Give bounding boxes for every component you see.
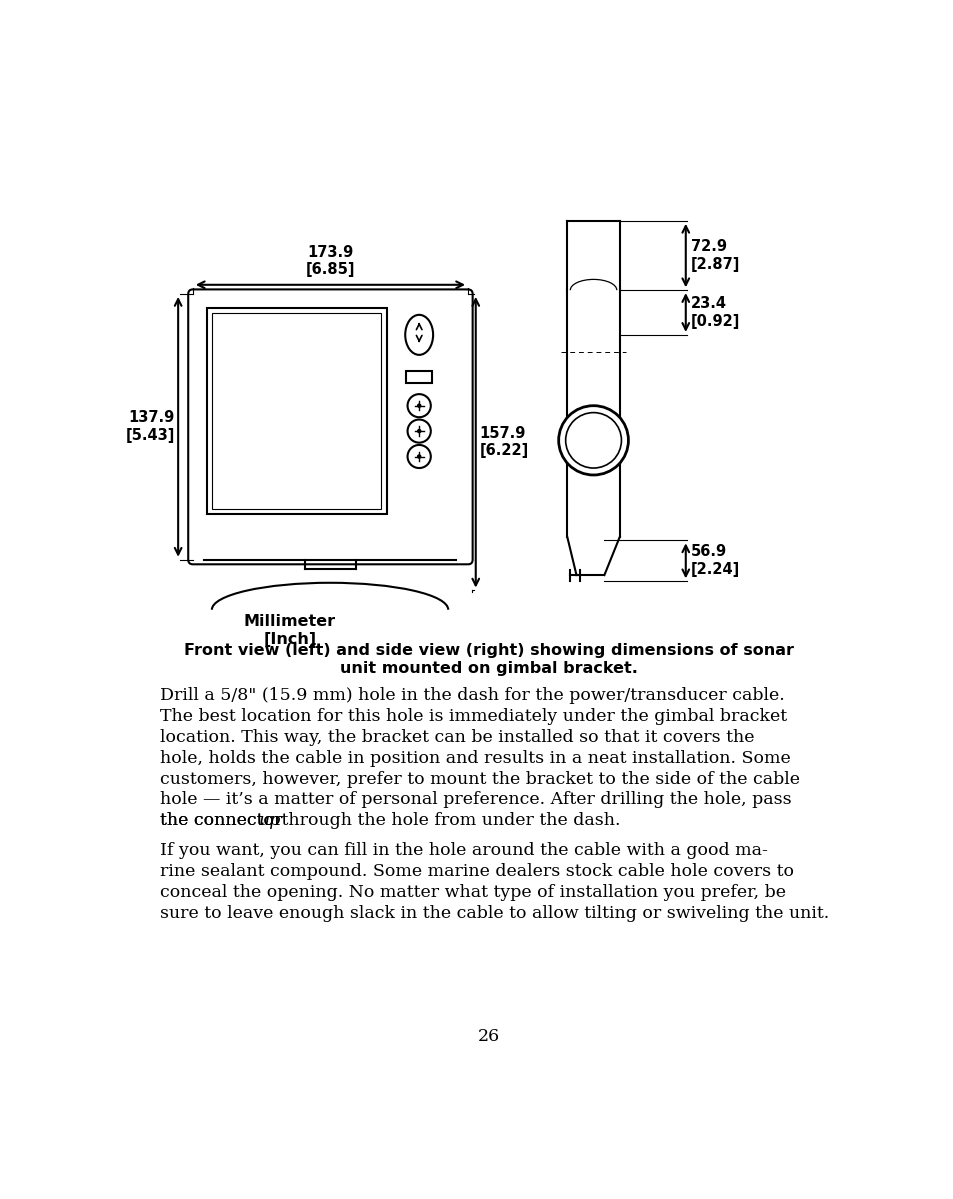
- Circle shape: [417, 429, 420, 433]
- Circle shape: [407, 445, 431, 468]
- Text: up: up: [258, 812, 281, 830]
- Bar: [212, 313, 381, 508]
- Text: 157.9
[6.22]: 157.9 [6.22]: [479, 426, 528, 458]
- Text: conceal the opening. No matter what type of installation you prefer, be: conceal the opening. No matter what type…: [159, 884, 784, 900]
- Text: hole — it’s a matter of personal preference. After drilling the hole, pass: hole — it’s a matter of personal prefere…: [159, 791, 790, 808]
- Text: Front view (left) and side view (right) showing dimensions of sonar: Front view (left) and side view (right) …: [184, 643, 793, 658]
- Text: 173.9
[6.85]: 173.9 [6.85]: [305, 245, 355, 277]
- Text: through the hole from under the dash.: through the hole from under the dash.: [275, 812, 619, 830]
- Circle shape: [565, 412, 620, 468]
- Text: If you want, you can fill in the hole around the cable with a good ma-: If you want, you can fill in the hole ar…: [159, 842, 766, 860]
- Text: 56.9
[2.24]: 56.9 [2.24]: [691, 544, 740, 577]
- Text: unit mounted on gimbal bracket.: unit mounted on gimbal bracket.: [339, 662, 638, 676]
- Text: rine sealant compound. Some marine dealers stock cable hole covers to: rine sealant compound. Some marine deale…: [159, 863, 793, 880]
- Circle shape: [407, 420, 431, 442]
- Text: 72.9
[2.87]: 72.9 [2.87]: [691, 240, 740, 272]
- Text: 23.4
[0.92]: 23.4 [0.92]: [691, 296, 740, 329]
- Text: 137.9
[5.43]: 137.9 [5.43]: [126, 410, 174, 442]
- FancyBboxPatch shape: [188, 289, 472, 565]
- Circle shape: [407, 394, 431, 417]
- Text: The best location for this hole is immediately under the gimbal bracket: The best location for this hole is immed…: [159, 709, 786, 725]
- Text: Drill a 5/8" (15.9 mm) hole in the dash for the power/transducer cable.: Drill a 5/8" (15.9 mm) hole in the dash …: [159, 687, 783, 705]
- Text: 26: 26: [477, 1028, 499, 1044]
- Text: [Inch]: [Inch]: [263, 632, 316, 647]
- Text: location. This way, the bracket can be installed so that it covers the: location. This way, the bracket can be i…: [159, 729, 753, 746]
- Text: hole, holds the cable in position and results in a neat installation. Some: hole, holds the cable in position and re…: [159, 749, 789, 767]
- Circle shape: [558, 405, 628, 475]
- Text: Millimeter: Millimeter: [243, 614, 335, 628]
- Text: sure to leave enough slack in the cable to allow tilting or swiveling the unit.: sure to leave enough slack in the cable …: [159, 904, 828, 922]
- Text: the connector: the connector: [159, 812, 287, 830]
- Bar: [406, 370, 432, 382]
- Circle shape: [417, 404, 420, 408]
- Text: customers, however, prefer to mount the bracket to the side of the cable: customers, however, prefer to mount the …: [159, 771, 799, 788]
- Bar: [207, 308, 386, 514]
- Ellipse shape: [405, 315, 433, 355]
- Circle shape: [417, 454, 420, 458]
- Text: the connector: the connector: [159, 812, 287, 830]
